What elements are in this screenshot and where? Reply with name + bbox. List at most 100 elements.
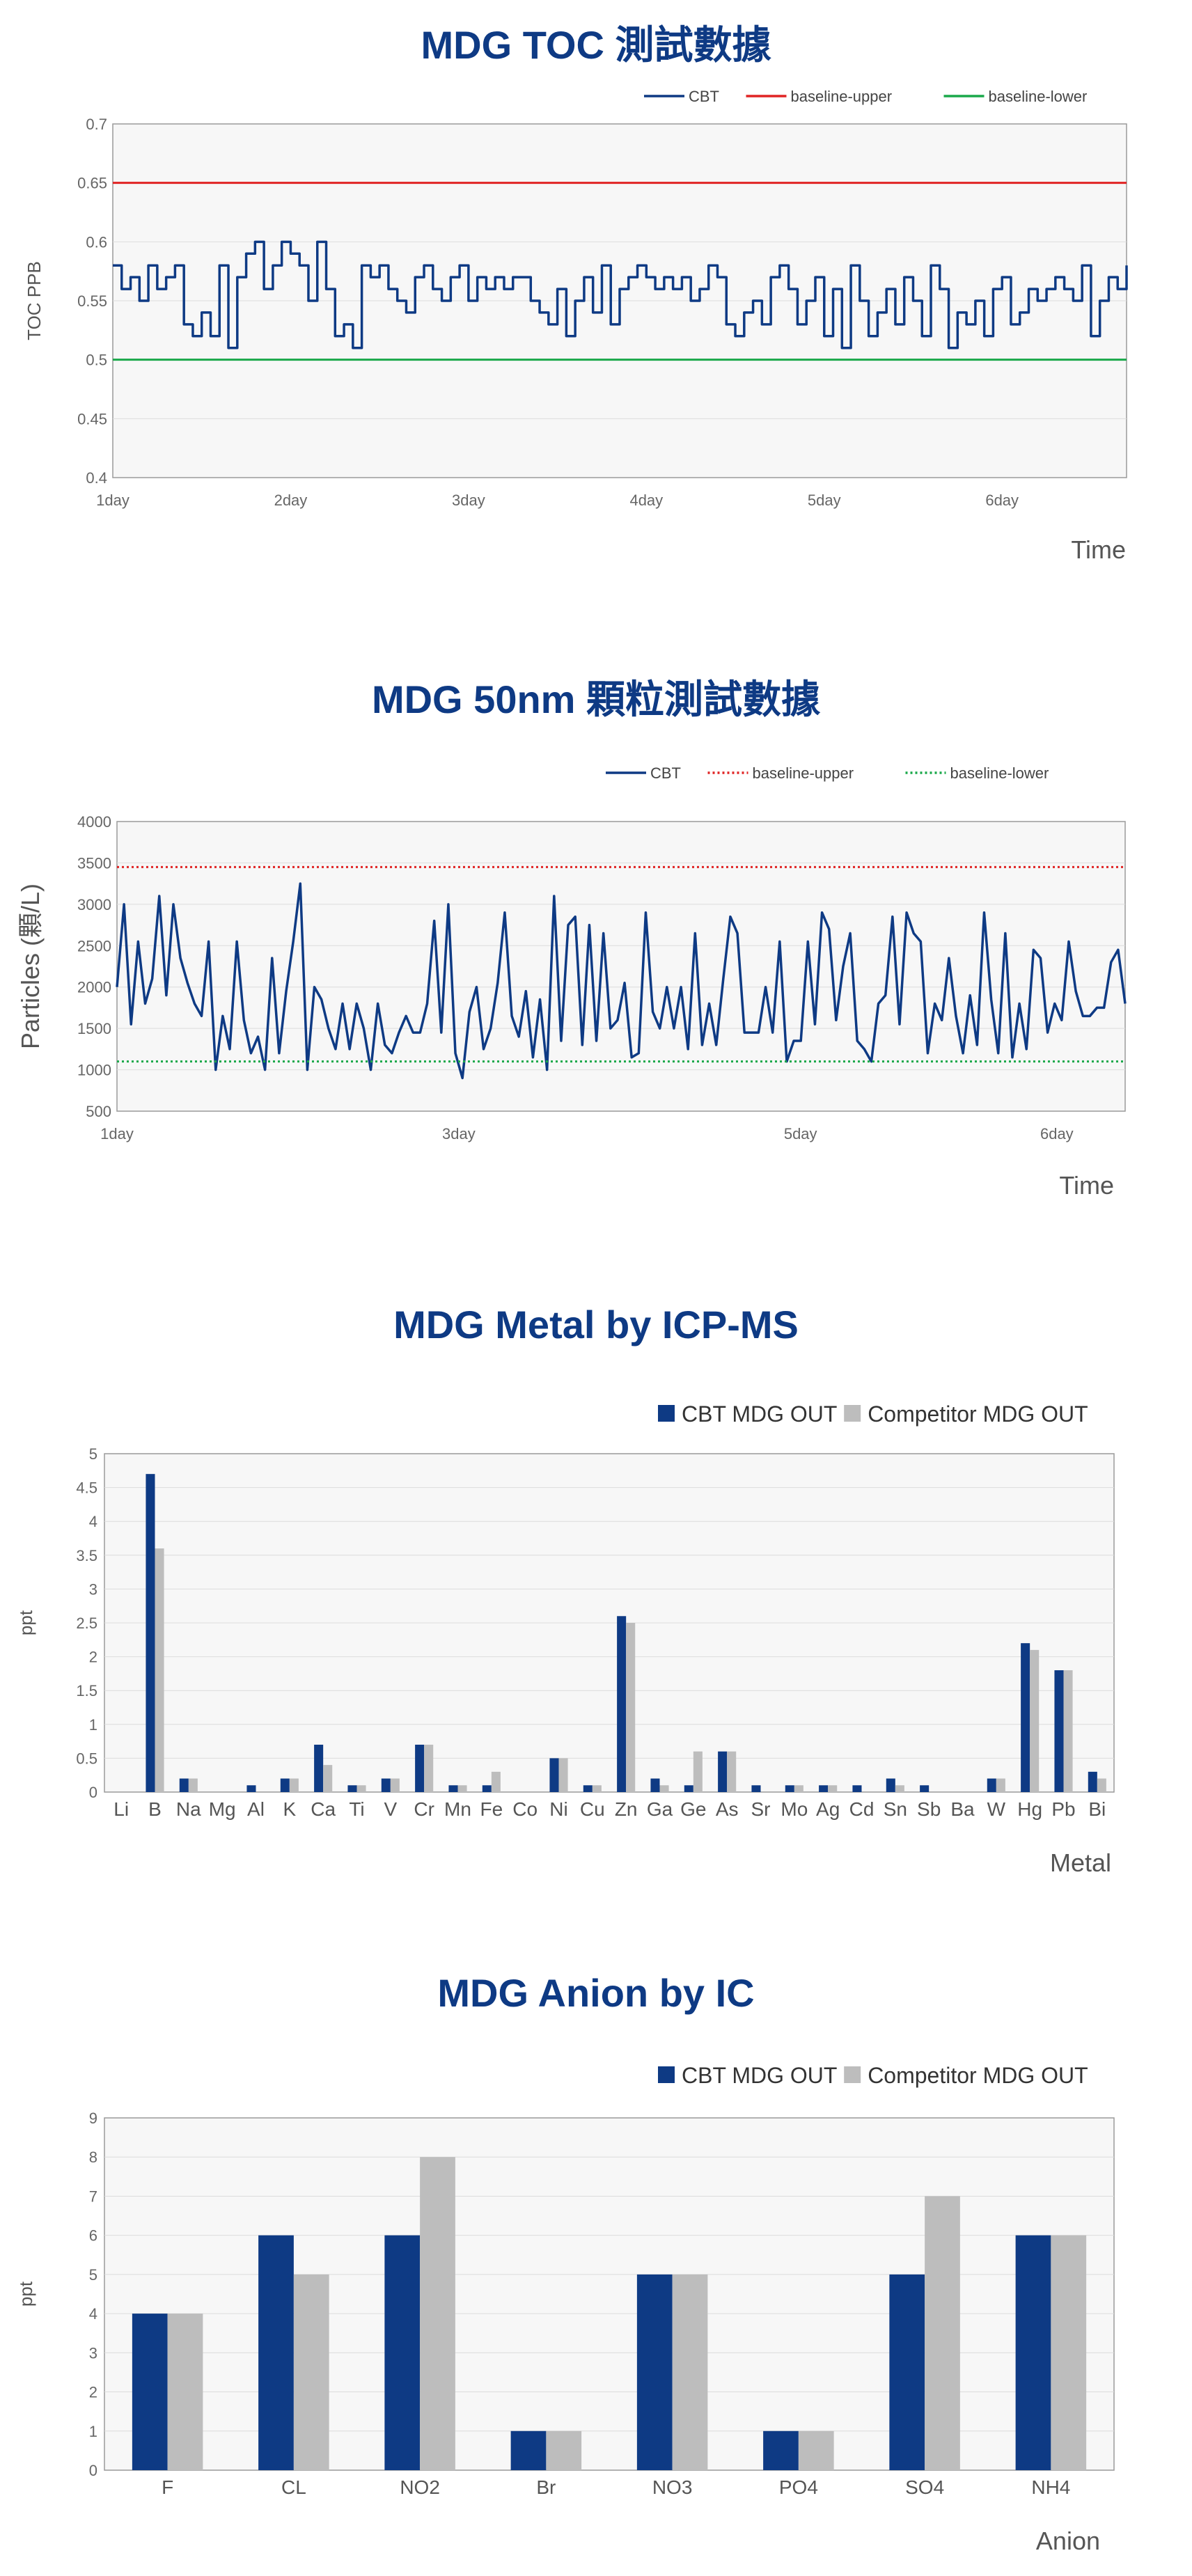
- y-tick-label: 1000: [77, 1062, 111, 1079]
- bar-competitor: [558, 1758, 568, 1792]
- bar-cbt: [650, 1778, 660, 1792]
- y-tick-label: 5: [89, 1445, 97, 1463]
- y-tick-label: 3: [89, 1580, 97, 1598]
- y-axis-title: ppt: [15, 2281, 36, 2307]
- bar-competitor: [323, 1765, 333, 1792]
- x-tick-label: SO4: [905, 2476, 944, 2498]
- y-axis-title: TOC PPB: [24, 261, 45, 340]
- bar-competitor: [167, 2314, 203, 2470]
- y-tick-label: 0.4: [86, 469, 107, 487]
- bar-competitor: [828, 1785, 838, 1792]
- bar-cbt: [381, 1778, 391, 1792]
- x-tick-label: 6day: [1040, 1125, 1074, 1142]
- y-tick-label: 2500: [77, 937, 111, 955]
- y-tick-label: 6: [89, 2227, 97, 2245]
- legend-swatch: [844, 2066, 861, 2083]
- x-tick-label: NH4: [1031, 2476, 1070, 2498]
- legend-label: Competitor MDG OUT: [868, 1401, 1088, 1427]
- y-tick-label: 0: [89, 1784, 97, 1801]
- bar-competitor: [798, 2430, 834, 2470]
- legend-swatch: [658, 2066, 675, 2083]
- x-axis-title: Time: [1071, 535, 1126, 564]
- plot-area: [104, 2117, 1115, 2471]
- x-tick-label: 2day: [274, 492, 308, 509]
- y-tick-label: 4.5: [76, 1479, 97, 1497]
- x-tick-label: PO4: [779, 2476, 818, 2498]
- x-tick-label: Ba: [950, 1798, 975, 1820]
- bar-competitor: [794, 1785, 803, 1792]
- chart-title-metal: MDG Metal by ICP-MS: [393, 1303, 799, 1346]
- bar-cbt: [415, 1744, 425, 1792]
- x-tick-label: Pb: [1051, 1798, 1075, 1820]
- y-tick-label: 9: [89, 2110, 97, 2127]
- bar-cbt: [583, 1785, 593, 1792]
- x-tick-label: Zn: [615, 1798, 638, 1820]
- x-tick-label: Br: [536, 2476, 556, 2498]
- y-tick-label: 2000: [77, 979, 111, 996]
- y-tick-label: 1: [89, 2423, 97, 2440]
- bar-competitor: [424, 1744, 434, 1792]
- legend-swatch: [844, 1405, 861, 1422]
- bar-cbt: [852, 1785, 862, 1792]
- bar-competitor: [356, 1785, 366, 1792]
- bar-competitor: [420, 2157, 455, 2470]
- bar-cbt: [314, 1744, 324, 1792]
- bar-cbt: [617, 1616, 627, 1792]
- x-tick-label: 1day: [96, 492, 130, 509]
- y-tick-label: 1500: [77, 1020, 111, 1037]
- x-tick-label: 4day: [629, 492, 663, 509]
- x-tick-label: Ag: [816, 1798, 840, 1820]
- bar-cbt: [987, 1778, 996, 1792]
- y-tick-label: 1: [89, 1716, 97, 1734]
- y-tick-label: 4: [89, 2305, 97, 2323]
- y-tick-label: 0.7: [86, 116, 107, 133]
- x-tick-label: V: [384, 1798, 397, 1820]
- bar-competitor: [895, 1785, 904, 1792]
- bar-competitor: [659, 1785, 669, 1792]
- y-tick-label: 2.5: [76, 1615, 97, 1632]
- metal-chart: 0 0.5 1 1.5 2 2.5 3 3.5 4 4.5 5 Li B Na Mg Al K Ca Ti V Cr Mn…: [15, 1401, 1115, 1877]
- bar-cbt: [1054, 1670, 1064, 1792]
- x-tick-label: Hg: [1017, 1798, 1042, 1820]
- y-tick-label: 4: [89, 1513, 97, 1530]
- bar-cbt: [347, 1785, 357, 1792]
- x-tick-label: Bi: [1088, 1798, 1106, 1820]
- x-tick-label: Ti: [349, 1798, 364, 1820]
- x-tick-label: 6day: [985, 492, 1019, 509]
- bar-cbt: [785, 1785, 794, 1792]
- bar-competitor: [672, 2274, 708, 2470]
- bar-cbt: [920, 1785, 930, 1792]
- x-tick-label: NO2: [400, 2476, 440, 2498]
- y-tick-label: 0.65: [77, 175, 107, 192]
- chart-title-toc: MDG TOC 測試數據: [421, 23, 771, 67]
- x-tick-label: Cr: [414, 1798, 434, 1820]
- x-axis-title: Time: [1059, 1171, 1114, 1200]
- x-tick-label: Mn: [444, 1798, 471, 1820]
- y-tick-label: 500: [86, 1103, 111, 1120]
- bar-competitor: [1051, 2235, 1087, 2470]
- x-tick-label: NO3: [652, 2476, 693, 2498]
- bar-competitor: [457, 1785, 467, 1792]
- series-line-CBT: [113, 240, 1128, 350]
- bar-cbt: [1021, 1643, 1030, 1792]
- bar-cbt: [684, 1785, 693, 1792]
- y-tick-label: 5: [89, 2266, 97, 2284]
- legend-label: CBT: [650, 764, 681, 782]
- bar-cbt: [448, 1785, 458, 1792]
- bar-competitor: [293, 2274, 329, 2470]
- bar-competitor: [491, 1771, 501, 1792]
- bar-competitor: [155, 1548, 164, 1792]
- bar-competitor: [1063, 1670, 1073, 1792]
- bar-cbt: [384, 2235, 421, 2470]
- x-tick-label: B: [148, 1798, 162, 1820]
- bar-competitor: [996, 1778, 1005, 1792]
- x-tick-label: Sn: [884, 1798, 907, 1820]
- legend-label: baseline-upper: [753, 764, 854, 782]
- legend-label: CBT MDG OUT: [682, 2063, 837, 2088]
- legend-label: baseline-lower: [989, 88, 1088, 105]
- y-tick-label: 0.45: [77, 410, 107, 427]
- y-tick-label: 3500: [77, 854, 111, 872]
- bar-cbt: [889, 2274, 925, 2470]
- y-tick-label: 2: [89, 2384, 97, 2401]
- bar-competitor: [925, 2196, 960, 2470]
